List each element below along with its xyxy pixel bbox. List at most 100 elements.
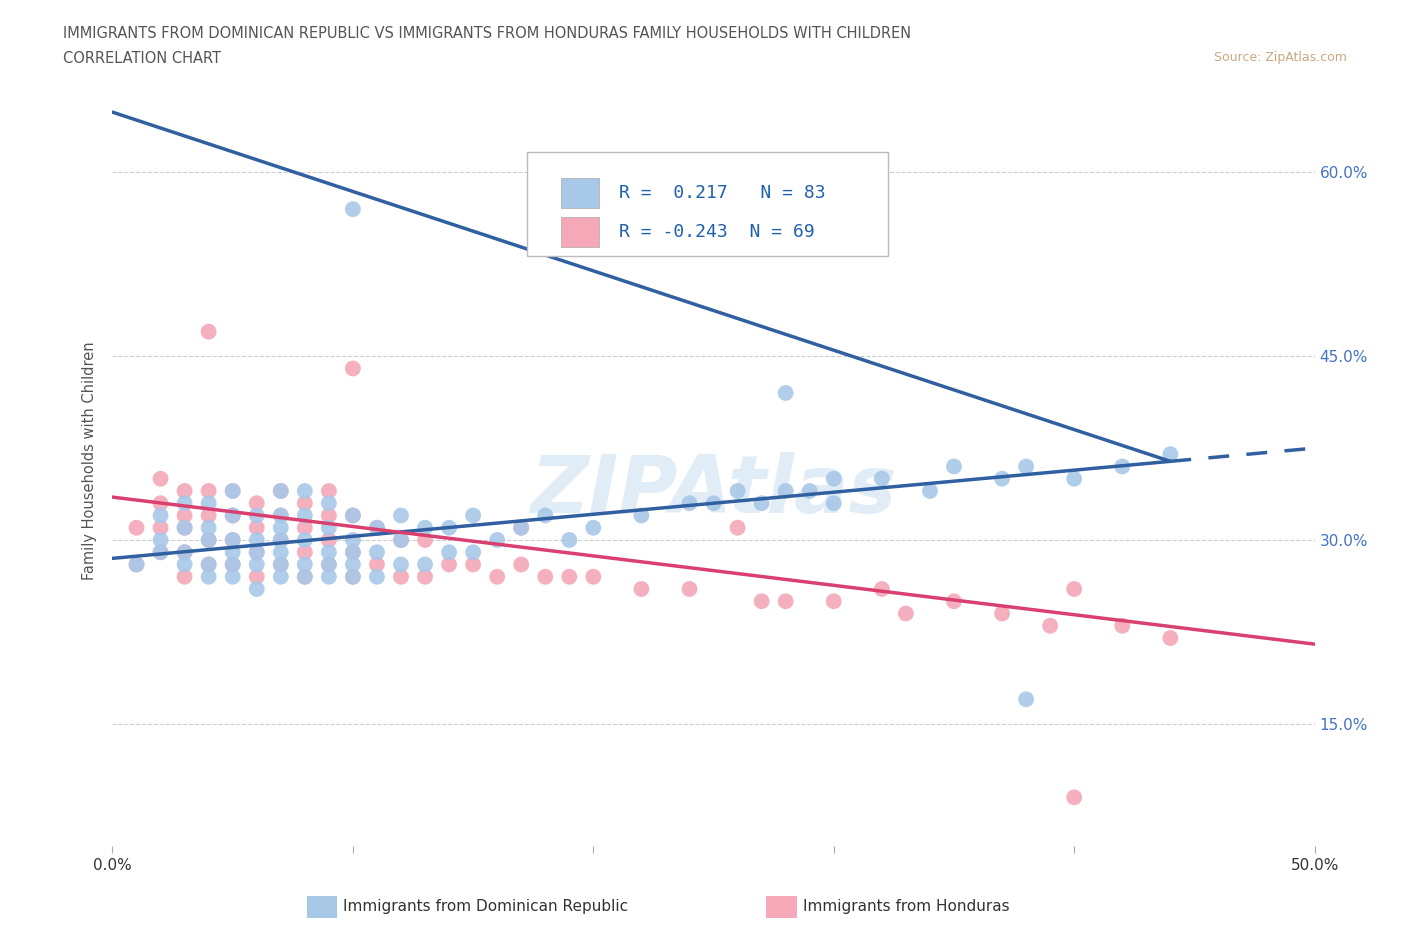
Point <box>342 508 364 523</box>
FancyBboxPatch shape <box>561 218 599 246</box>
Point <box>294 569 316 584</box>
Point <box>342 202 364 217</box>
Point <box>318 545 340 560</box>
Text: Source: ZipAtlas.com: Source: ZipAtlas.com <box>1213 51 1347 64</box>
Point <box>173 545 195 560</box>
Point <box>510 557 533 572</box>
Point <box>918 484 941 498</box>
Point <box>197 325 219 339</box>
Text: ZIPAtlas: ZIPAtlas <box>530 452 897 530</box>
Point <box>222 533 245 548</box>
Point <box>413 569 436 584</box>
Point <box>823 594 845 609</box>
Point <box>630 581 652 596</box>
Point <box>413 533 436 548</box>
Point <box>342 361 364 376</box>
Point <box>942 459 965 474</box>
Point <box>318 508 340 523</box>
Point <box>1063 581 1085 596</box>
Point <box>222 484 245 498</box>
Point <box>270 484 292 498</box>
Point <box>678 581 700 596</box>
Point <box>1063 472 1085 486</box>
Point <box>173 508 195 523</box>
Point <box>294 484 316 498</box>
Point <box>197 557 219 572</box>
FancyBboxPatch shape <box>527 152 887 256</box>
Point <box>246 496 269 511</box>
Point <box>149 508 172 523</box>
Point <box>125 520 148 535</box>
Point <box>246 545 269 560</box>
Point <box>1039 618 1062 633</box>
Point <box>678 496 700 511</box>
Point <box>149 520 172 535</box>
Point <box>125 557 148 572</box>
Point <box>389 508 412 523</box>
Point <box>534 569 557 584</box>
Point <box>222 569 245 584</box>
Point <box>870 581 893 596</box>
Point <box>246 557 269 572</box>
Point <box>125 557 148 572</box>
Point <box>582 520 605 535</box>
Point <box>197 569 219 584</box>
Point <box>222 508 245 523</box>
Point <box>1015 459 1038 474</box>
FancyBboxPatch shape <box>561 179 599 207</box>
Point <box>149 545 172 560</box>
Point <box>1111 618 1133 633</box>
Point <box>318 557 340 572</box>
Point <box>173 557 195 572</box>
Point <box>318 484 340 498</box>
Point <box>222 533 245 548</box>
Point <box>413 520 436 535</box>
Point <box>270 508 292 523</box>
Point <box>294 533 316 548</box>
Text: R =  0.217   N = 83: R = 0.217 N = 83 <box>619 184 825 202</box>
Point <box>246 533 269 548</box>
Point <box>246 569 269 584</box>
Point <box>461 557 484 572</box>
Point <box>246 545 269 560</box>
Point <box>775 484 797 498</box>
Point <box>775 594 797 609</box>
Point <box>294 557 316 572</box>
Point <box>991 472 1014 486</box>
Point <box>294 520 316 535</box>
Point <box>366 557 388 572</box>
Point <box>197 508 219 523</box>
Point <box>270 557 292 572</box>
Point <box>582 569 605 584</box>
Point <box>222 484 245 498</box>
Point <box>270 533 292 548</box>
Point <box>1015 692 1038 707</box>
Point <box>799 484 821 498</box>
Point <box>486 533 509 548</box>
Point <box>294 508 316 523</box>
Point <box>342 569 364 584</box>
Point <box>437 557 460 572</box>
Point <box>942 594 965 609</box>
Point <box>149 533 172 548</box>
Point <box>222 557 245 572</box>
Point <box>222 545 245 560</box>
Point <box>342 508 364 523</box>
Point <box>270 520 292 535</box>
Point <box>1159 631 1181 645</box>
Point <box>197 520 219 535</box>
Point <box>366 545 388 560</box>
Point <box>173 484 195 498</box>
Point <box>197 533 219 548</box>
Point <box>270 545 292 560</box>
Point <box>366 520 388 535</box>
Text: R = -0.243  N = 69: R = -0.243 N = 69 <box>619 223 814 241</box>
Point <box>270 557 292 572</box>
Point <box>437 520 460 535</box>
Point <box>197 484 219 498</box>
Point <box>246 520 269 535</box>
Point <box>461 545 484 560</box>
Point <box>246 508 269 523</box>
Point <box>173 520 195 535</box>
Point <box>870 472 893 486</box>
